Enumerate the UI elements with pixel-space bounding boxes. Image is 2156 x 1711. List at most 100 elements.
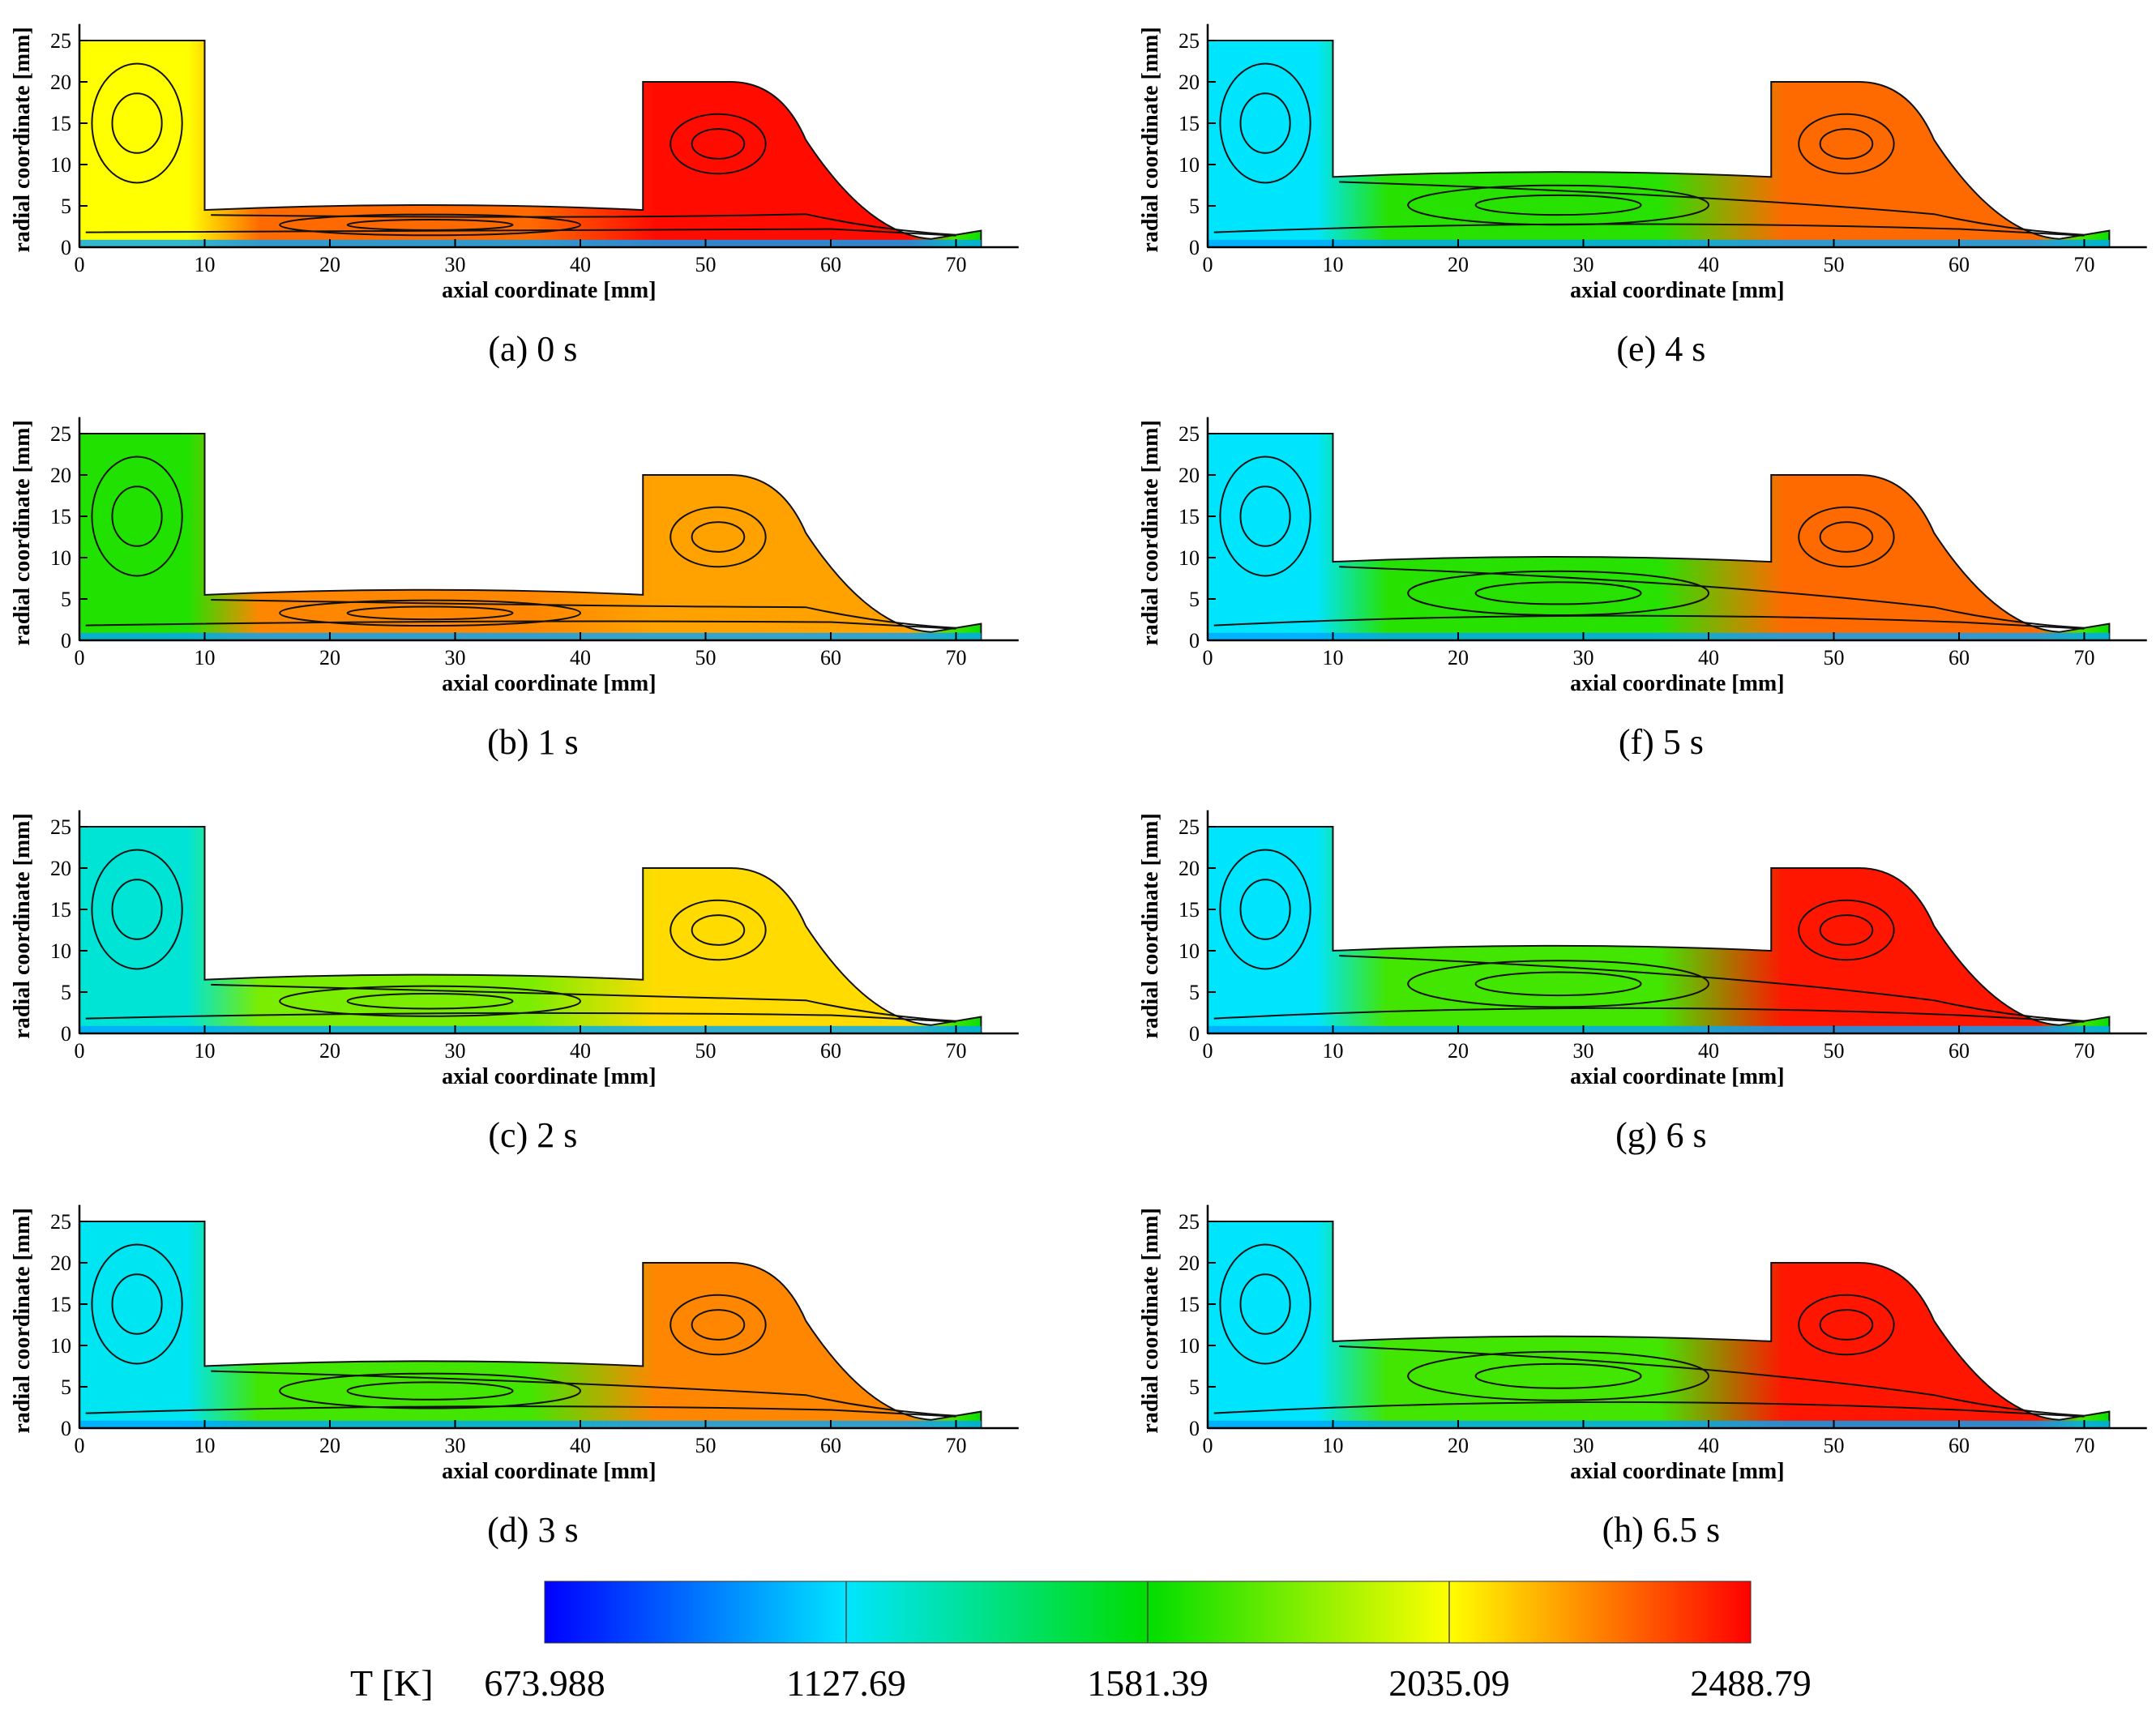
colorbar-tick-label: 673.988 — [484, 1662, 605, 1704]
x-tick-label: 30 — [1573, 253, 1594, 276]
streamline — [691, 128, 746, 160]
x-tick-label: 60 — [820, 646, 841, 669]
x-tick-label: 60 — [820, 1434, 841, 1457]
streamline — [691, 1309, 746, 1341]
y-tick-label: 15 — [50, 1293, 71, 1316]
streamline — [1819, 128, 1874, 160]
y-tick-label: 5 — [1189, 195, 1200, 218]
y-tick-label: 5 — [61, 981, 71, 1004]
streamline — [669, 899, 767, 961]
x-tick-label: 60 — [1949, 1039, 1970, 1063]
y-tick-label: 0 — [1189, 236, 1200, 259]
x-axis-label: axial coordinate [mm] — [442, 671, 656, 696]
temperature-field — [1207, 1221, 2111, 1429]
y-axis-label: radial coordinate [mm] — [10, 420, 35, 645]
y-tick-label: 20 — [1179, 71, 1200, 94]
x-tick-label: 50 — [695, 1434, 717, 1457]
x-tick-label: 0 — [75, 1039, 85, 1063]
colorbar-tick-label: 1581.39 — [1087, 1662, 1208, 1704]
x-tick-label: 70 — [2074, 1434, 2095, 1457]
x-tick-label: 10 — [195, 1039, 216, 1063]
x-tick-label: 20 — [319, 1434, 340, 1457]
x-tick-label: 70 — [2074, 646, 2095, 669]
y-axis-label: radial coordinate [mm] — [10, 1208, 35, 1433]
streamline — [1339, 181, 2085, 236]
streamline — [1474, 1362, 1642, 1389]
panel-caption: (f) 5 s — [1619, 722, 1704, 762]
x-tick-label: 20 — [319, 1039, 340, 1063]
y-tick-label: 15 — [1179, 898, 1200, 922]
streamline — [1339, 1345, 2085, 1417]
y-tick-label: 15 — [50, 112, 71, 135]
y-tick-label: 10 — [50, 546, 71, 570]
y-tick-label: 10 — [50, 1334, 71, 1358]
axis-cold-layer — [1208, 1420, 2110, 1428]
streamline — [1213, 1007, 2085, 1023]
streamline — [1798, 113, 1895, 175]
streamline — [1239, 485, 1291, 547]
y-tick-label: 20 — [50, 464, 71, 487]
panel-5: 0 10 20 30 40 50 60 70 0 5 10 15 20 25 axial coordinat… — [1138, 24, 2147, 369]
x-axis-label: axial coordinate [mm] — [442, 278, 656, 303]
y-tick-label: 20 — [50, 857, 71, 880]
colorbar-tick-label: 2488.79 — [1690, 1662, 1812, 1704]
x-tick-label: 10 — [1323, 1039, 1344, 1063]
x-tick-label: 10 — [1323, 646, 1344, 669]
x-tick-label: 70 — [946, 1434, 967, 1457]
x-axis-label: axial coordinate [mm] — [1570, 1064, 1784, 1089]
x-tick-label: 70 — [946, 1039, 967, 1063]
x-tick-label: 0 — [1203, 1434, 1213, 1457]
streamline — [279, 213, 581, 237]
colorbar-tick-label: 1127.69 — [786, 1662, 906, 1704]
panel-8: 0 10 20 30 40 50 60 70 0 5 10 15 20 25 axial coordinat… — [1138, 1204, 2147, 1550]
y-tick-label: 10 — [1179, 939, 1200, 963]
streamline — [211, 1370, 956, 1417]
x-tick-label: 60 — [820, 1039, 841, 1063]
y-tick-label: 15 — [1179, 505, 1200, 528]
streamline — [1213, 223, 2085, 237]
streamline — [1407, 1350, 1709, 1401]
panel-caption: (b) 1 s — [487, 722, 578, 762]
streamline — [111, 485, 163, 547]
x-tick-label: 30 — [1573, 646, 1594, 669]
streamline — [211, 983, 956, 1022]
streamline — [1219, 849, 1311, 970]
y-tick-label: 5 — [61, 588, 71, 611]
x-tick-label: 10 — [195, 1434, 216, 1457]
streamline — [111, 1273, 163, 1335]
y-axis-label: radial coordinate [mm] — [10, 27, 35, 252]
streamline — [111, 92, 163, 154]
axis-cold-layer — [79, 632, 982, 640]
streamline — [1474, 194, 1642, 216]
x-tick-label: 50 — [1824, 1434, 1845, 1457]
streamline — [1339, 566, 2085, 629]
y-tick-label: 5 — [61, 1375, 71, 1399]
x-tick-label: 0 — [75, 1434, 85, 1457]
axis-cold-layer — [1208, 632, 2110, 640]
y-tick-label: 5 — [1189, 588, 1200, 611]
y-tick-label: 10 — [1179, 546, 1200, 570]
y-tick-label: 5 — [1189, 981, 1200, 1004]
panel-2: 0 10 20 30 40 50 60 70 0 5 10 15 20 25 axial coordinat… — [10, 417, 1019, 762]
streamline — [1219, 62, 1311, 184]
y-tick-label: 10 — [1179, 1334, 1200, 1358]
x-tick-label: 70 — [2074, 1039, 2095, 1063]
x-axis-label: axial coordinate [mm] — [1570, 671, 1784, 696]
streamline — [279, 1372, 581, 1409]
panel-caption: (e) 4 s — [1616, 329, 1705, 369]
streamline — [1819, 914, 1874, 946]
x-tick-label: 60 — [820, 253, 841, 276]
streamline — [211, 213, 956, 236]
colorbar-tick-label: 2035.09 — [1388, 1662, 1510, 1704]
x-tick-label: 70 — [2074, 253, 2095, 276]
x-tick-label: 20 — [1448, 1434, 1469, 1457]
x-tick-label: 40 — [570, 1039, 591, 1063]
x-axis-label: axial coordinate [mm] — [1570, 278, 1784, 303]
streamline — [1239, 879, 1291, 940]
streamline — [346, 605, 514, 621]
panel-3: 0 10 20 30 40 50 60 70 0 5 10 15 20 25 axial coordinat… — [10, 810, 1019, 1155]
x-tick-label: 30 — [1573, 1434, 1594, 1457]
streamline — [1798, 899, 1895, 961]
